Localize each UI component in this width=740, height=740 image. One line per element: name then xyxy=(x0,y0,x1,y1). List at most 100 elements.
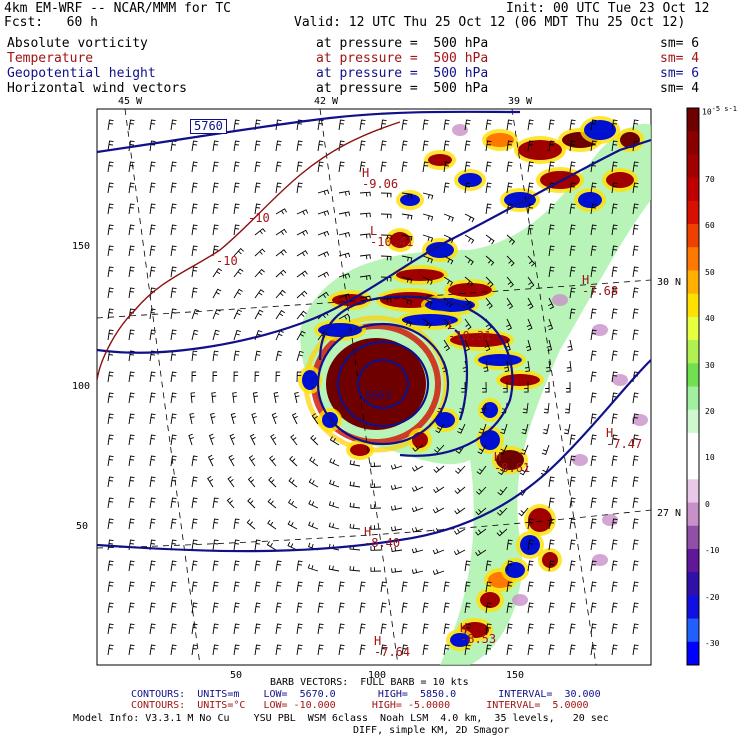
colorbar-label: 0 xyxy=(705,499,710,509)
wind-barb xyxy=(170,497,177,509)
marker-h-4: H -8.40 xyxy=(364,525,401,550)
colorbar-label: 20 xyxy=(705,407,715,416)
wind-barb xyxy=(632,266,639,278)
wind-barb xyxy=(590,392,597,404)
wind-barb xyxy=(275,560,282,572)
wind-barb xyxy=(422,119,429,131)
wind-barb xyxy=(232,392,238,404)
wind-barb xyxy=(233,623,240,635)
wind-barb xyxy=(149,392,156,404)
wind-barb xyxy=(527,644,534,656)
x-tick-150: 150 xyxy=(506,670,525,681)
wind-barb xyxy=(188,433,194,446)
wind-barb xyxy=(464,560,471,572)
wind-barb xyxy=(149,581,156,593)
wind-barb xyxy=(545,381,550,393)
wind-barb xyxy=(307,564,319,572)
wind-barb xyxy=(464,297,473,309)
colorbar-swatch xyxy=(687,177,699,202)
wind-barb xyxy=(422,255,433,264)
wind-barb xyxy=(254,161,261,173)
wind-barb xyxy=(464,318,472,330)
marker-h-6: H -8.53 xyxy=(460,621,497,646)
wind-barb xyxy=(246,519,256,530)
wind-barb xyxy=(212,267,223,278)
wind-barb xyxy=(527,297,534,310)
colorbar-swatch xyxy=(687,270,699,295)
wind-barb xyxy=(380,255,392,261)
wind-barb xyxy=(275,269,287,278)
wind-barb xyxy=(254,203,261,215)
x-tick-100: 100 xyxy=(368,670,387,681)
wind-barb xyxy=(128,329,135,341)
barb-legend: BARB VECTORS: FULL BARB = 10 kts xyxy=(270,677,469,688)
wind-barb xyxy=(464,276,474,287)
field-3-level: at pressure = 500 hPa xyxy=(316,66,489,81)
colorbar-label: 70 xyxy=(705,175,715,184)
wind-barb xyxy=(308,500,319,509)
wind-barb xyxy=(170,644,177,656)
colorbar-label: 60 xyxy=(705,221,715,231)
wind-barb xyxy=(401,644,408,656)
wind-barb xyxy=(170,182,177,194)
wind-barb xyxy=(506,234,516,245)
field-4-level: at pressure = 500 hPa xyxy=(316,81,489,96)
wind-barb xyxy=(506,255,515,267)
vorticity-blob xyxy=(632,414,648,426)
colorbar-swatch xyxy=(687,456,699,480)
wind-barb xyxy=(590,119,597,131)
wind-barb xyxy=(611,287,618,299)
wind-barb xyxy=(422,192,434,200)
wind-barb xyxy=(590,623,597,635)
wind-barb xyxy=(191,245,198,257)
wind-barb xyxy=(233,182,240,194)
wind-barb xyxy=(443,161,450,173)
wind-barb xyxy=(548,203,555,215)
wind-barb xyxy=(212,518,219,530)
wind-barb xyxy=(275,602,282,614)
wind-barb xyxy=(443,318,452,330)
wind-barb xyxy=(611,266,618,278)
wind-barb xyxy=(632,539,639,551)
wind-barb xyxy=(107,455,114,467)
marker-l-1: L -10.31 xyxy=(448,318,492,343)
wind-barb xyxy=(254,602,261,614)
wind-barb xyxy=(338,211,351,217)
field-2-level: at pressure = 500 hPa xyxy=(316,51,489,66)
wind-barb xyxy=(548,539,555,551)
marker-h-7: H -7.64 xyxy=(374,634,411,659)
wind-barb xyxy=(390,505,403,511)
wind-barb xyxy=(191,329,199,341)
wind-barb xyxy=(632,560,639,572)
wind-barb xyxy=(170,413,177,425)
wind-barb xyxy=(632,518,639,530)
wind-barb xyxy=(191,203,198,215)
wind-barb xyxy=(191,161,198,173)
wind-barb xyxy=(443,602,450,614)
wind-barb xyxy=(212,560,219,572)
wind-barb xyxy=(128,119,135,131)
wind-barb xyxy=(569,539,576,551)
wind-barb xyxy=(296,330,306,341)
wind-barb xyxy=(170,329,177,341)
wind-barb xyxy=(191,309,200,320)
wind-barb xyxy=(191,539,198,551)
wind-barb xyxy=(233,161,240,173)
wind-barb xyxy=(128,287,135,299)
wind-barb xyxy=(233,560,240,572)
wind-barb xyxy=(296,623,303,635)
wind-barb xyxy=(412,444,424,452)
vorticity-blob xyxy=(302,370,318,390)
wind-barb xyxy=(520,444,529,455)
wind-barb xyxy=(191,266,198,278)
wind-barb xyxy=(464,602,471,614)
wind-barb xyxy=(548,497,555,509)
wind-barb xyxy=(443,182,450,194)
vorticity-blob xyxy=(400,194,420,206)
wind-barb xyxy=(296,209,309,216)
wind-barb xyxy=(328,522,340,530)
wind-barb xyxy=(107,329,114,341)
wind-barb xyxy=(275,228,287,236)
wind-barb xyxy=(170,287,177,299)
wind-barb xyxy=(422,213,434,221)
